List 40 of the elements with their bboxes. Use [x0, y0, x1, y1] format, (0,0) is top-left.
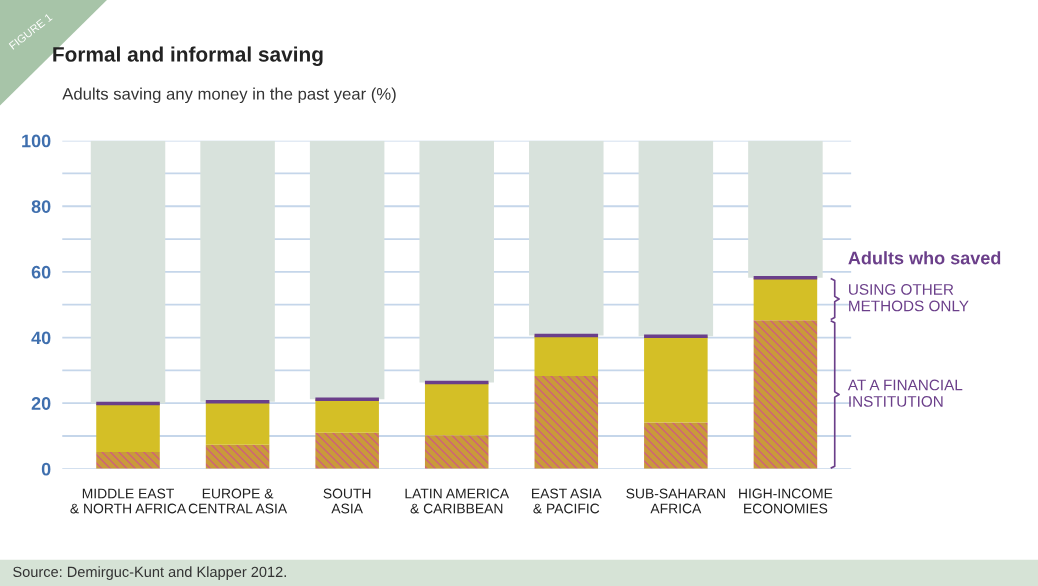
source-note: Source: Demirguc-Kunt and Klapper 2012.: [13, 566, 286, 580]
y-tick-label: 60: [31, 265, 51, 279]
bar: [90, 140, 166, 404]
text: AT A FINANCIAL INSTITUTION: [847, 379, 963, 407]
y-tick-label: 100: [22, 134, 51, 148]
bar: [424, 435, 489, 469]
y-tick-label: 20: [31, 397, 51, 410]
legend-title: Adults who saved: [848, 251, 1001, 265]
bar: [315, 399, 379, 433]
bar: [753, 320, 818, 469]
x-tick-label: MIDDLE EAST & NORTH AFRICA: [70, 488, 187, 514]
x-tick-label: EAST ASIA & PACIFIC: [532, 488, 602, 514]
x-tick-label: LATIN AMERICA & CARIBBEAN: [405, 488, 510, 514]
bar: [200, 140, 275, 402]
bar: [529, 140, 604, 336]
bar: [534, 375, 599, 469]
bar: [96, 403, 160, 453]
text: USING OTHER METHODS ONLY: [849, 284, 969, 312]
bar: [753, 277, 818, 321]
bar: [96, 452, 160, 469]
y-tick-label: 40: [31, 331, 51, 345]
bar: [748, 140, 823, 278]
bar: [315, 432, 379, 469]
chart-subtitle: Adults saving any money in the past year (%): [62, 87, 396, 104]
x-tick-label: HIGH-INCOME ECONOMIES: [739, 488, 833, 514]
bar: [309, 140, 385, 400]
bar: [638, 140, 714, 337]
bar: [419, 140, 494, 383]
x-tick-label: SUB-SAHARAN AFRICA: [626, 488, 725, 514]
x-tick-label: EUROPE & CENTRAL ASIA: [188, 488, 288, 514]
x-tick-label: SOUTH ASIA: [323, 488, 371, 514]
bar: [644, 422, 708, 469]
chart-title: Formal and informal saving: [53, 46, 323, 66]
y-tick-label: 80: [31, 200, 51, 213]
bar: [205, 401, 270, 445]
bar: [424, 382, 489, 436]
bar: [644, 336, 708, 423]
y-tick-label: 0: [41, 462, 51, 476]
bar: [205, 444, 270, 469]
bar: [534, 335, 599, 376]
